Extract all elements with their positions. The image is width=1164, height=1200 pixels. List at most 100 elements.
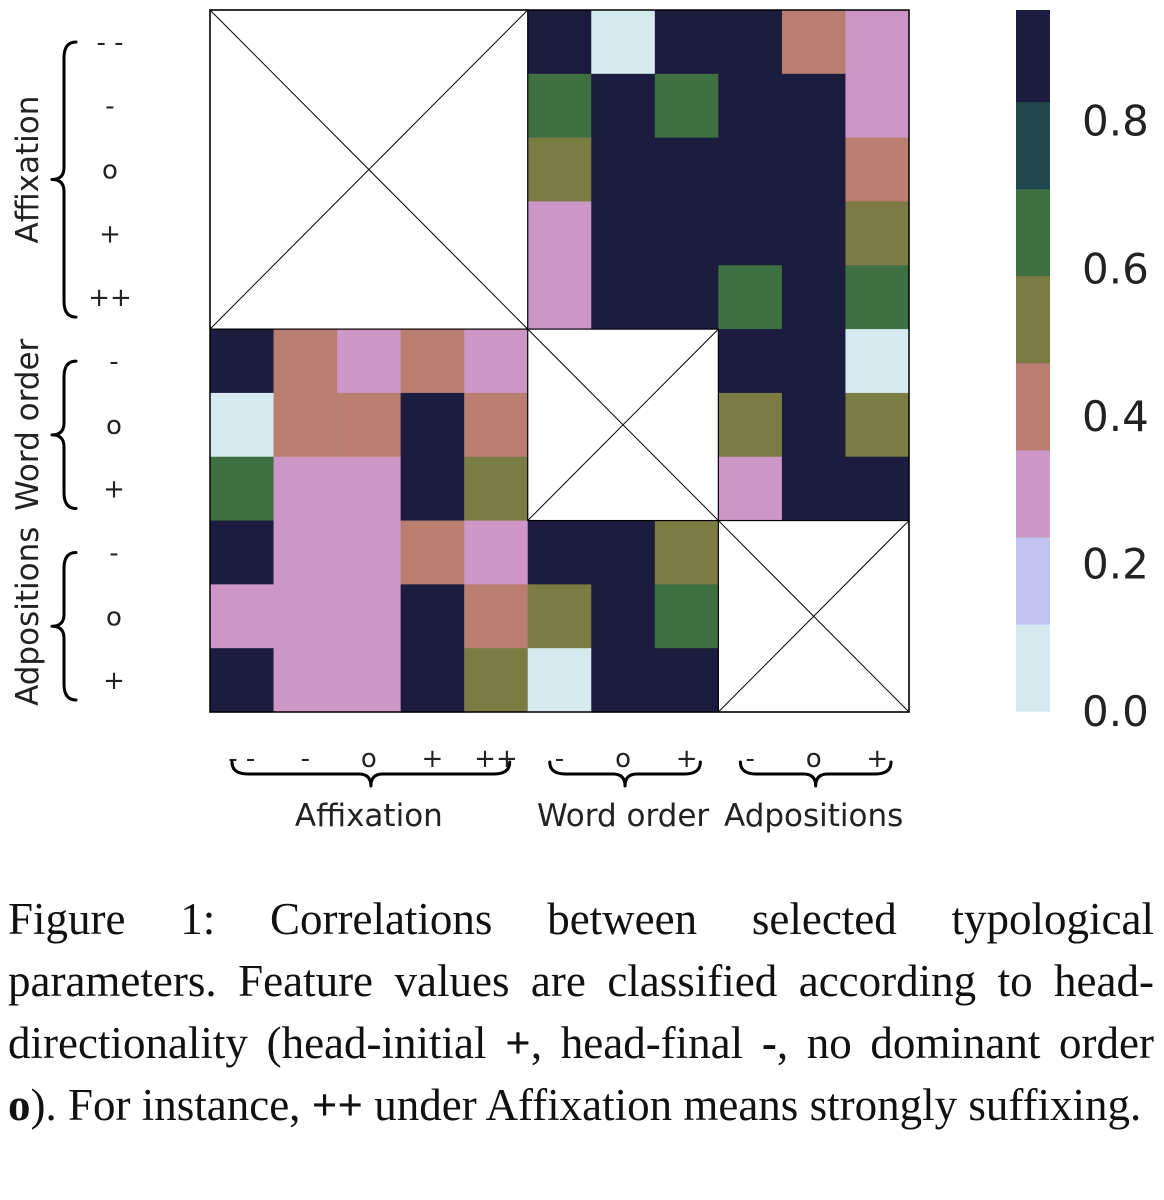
heatmap-cell xyxy=(337,584,402,649)
heatmap-cell xyxy=(273,329,338,394)
row-tick-label: + xyxy=(103,475,125,505)
heatmap-cell xyxy=(527,73,592,139)
row-tick-label: - - xyxy=(96,28,123,58)
caption-line-4c: ). For instance, xyxy=(30,1080,312,1130)
heatmap-cell xyxy=(400,520,465,585)
heatmap-cell xyxy=(210,456,275,522)
heatmap-cell xyxy=(210,392,275,458)
heatmap-cell xyxy=(845,201,910,266)
diagonal-empty-blocks xyxy=(209,9,910,713)
heatmap-cell xyxy=(845,73,910,139)
heatmap-cell xyxy=(273,584,338,649)
heatmap-cell xyxy=(718,456,783,522)
caption-line-4e: under Affixation xyxy=(362,1080,673,1130)
heatmap-cell xyxy=(781,329,847,394)
heatmap-cell xyxy=(591,265,656,330)
column-tick-label: + xyxy=(866,744,888,774)
heatmap-cells xyxy=(210,10,910,713)
row-group-label: Affixation xyxy=(10,96,46,244)
heatmap-cell xyxy=(464,456,529,522)
heatmap-cell xyxy=(781,73,847,139)
heatmap-cell xyxy=(718,137,783,203)
column-tick-label: - xyxy=(745,744,754,774)
caption-line-3a: to head-directionality (head-initial xyxy=(8,956,1154,1068)
heatmap-cell xyxy=(781,201,847,266)
column-tick-label: o xyxy=(361,744,377,774)
column-tick-label: ++ xyxy=(474,744,518,774)
heatmap-cell xyxy=(400,392,465,458)
column-tick-label: - xyxy=(301,744,310,774)
heatmap-cell xyxy=(273,392,338,458)
heatmap-cell xyxy=(654,520,719,585)
heatmap-cell xyxy=(845,10,910,75)
heatmap-cell xyxy=(845,456,910,522)
heatmap-cell xyxy=(718,265,783,330)
heatmap-cell xyxy=(781,10,847,75)
row-group-brace xyxy=(50,359,78,511)
column-tick-label: - xyxy=(555,744,564,774)
heatmap-cell xyxy=(718,10,783,75)
figure-caption: Figure 1: Correlations between selected … xyxy=(8,888,1154,1136)
heatmap-cell xyxy=(845,265,910,330)
row-group-braces xyxy=(50,40,78,702)
row-tick-labels: - --o+++-o+-o+ xyxy=(88,28,132,696)
heatmap-cell xyxy=(273,456,338,522)
colorbar-tick-labels: 0.0 0.2 0.4 0.6 0.8 xyxy=(1082,97,1149,736)
heatmap-cell xyxy=(718,201,783,266)
heatmap-cell xyxy=(654,137,719,203)
column-tick-label: o xyxy=(615,744,631,774)
heatmap-cell xyxy=(591,201,656,266)
heatmap-cell xyxy=(400,456,465,522)
caption-line-2: parameters. Feature values are classifie… xyxy=(8,956,977,1006)
caption-line-5: means strongly suffixing. xyxy=(683,1080,1142,1130)
colorbar-segment xyxy=(1016,623,1050,712)
heatmap-cell xyxy=(464,392,529,458)
row-tick-label: ++ xyxy=(88,283,132,313)
row-tick-label: + xyxy=(99,219,121,249)
row-tick-label: - xyxy=(109,538,118,568)
heatmap-cell xyxy=(210,648,275,713)
heatmap-cell xyxy=(591,520,656,585)
row-group-label: Word order xyxy=(10,338,46,510)
heatmap-frame xyxy=(209,9,910,713)
heatmap-cell xyxy=(654,584,719,649)
block-cross-line xyxy=(527,328,719,521)
row-tick-label: o xyxy=(106,411,122,441)
heatmap-cell xyxy=(845,392,910,458)
caption-o-symbol: o xyxy=(8,1080,31,1130)
heatmap-cell xyxy=(210,520,275,585)
heatmap-cell xyxy=(527,520,592,585)
heatmap-cell xyxy=(400,329,465,394)
heatmap-cell xyxy=(337,329,402,394)
caption-line-4a: dominant order xyxy=(870,1018,1154,1068)
block-cross-line xyxy=(718,520,910,713)
heatmap-cell xyxy=(527,265,592,330)
row-tick-label: + xyxy=(103,666,125,696)
heatmap-cell xyxy=(464,329,529,394)
heatmap-cell xyxy=(845,329,910,394)
column-group-brace xyxy=(548,760,702,788)
column-group-braces xyxy=(230,760,893,788)
colorbar-segment xyxy=(1016,362,1050,451)
row-group-brace xyxy=(50,551,78,702)
heatmap-cell xyxy=(527,201,592,266)
column-tick-label: + xyxy=(676,744,698,774)
row-tick-label: o xyxy=(106,602,122,632)
heatmap-cell xyxy=(273,648,338,713)
colorbar-tick-label: 0.6 xyxy=(1082,244,1149,293)
column-group-label: Adpositions xyxy=(724,798,903,834)
column-tick-label: o xyxy=(806,744,822,774)
column-tick-labels: - - - o + ++ - o + - o + xyxy=(228,744,888,774)
heatmap-cell xyxy=(591,584,656,649)
heatmap-cell xyxy=(527,584,592,649)
heatmap-cell xyxy=(464,520,529,585)
column-group-brace xyxy=(738,760,893,788)
column-group-label: Affixation xyxy=(295,798,443,834)
heatmap-cell xyxy=(527,648,592,713)
colorbar-segment xyxy=(1016,275,1050,364)
caption-line-1: Figure 1: Correlations between selected … xyxy=(8,894,1154,944)
heatmap-cell xyxy=(781,392,847,458)
colorbar-tick-label: 0.8 xyxy=(1082,97,1149,146)
heatmap-cell xyxy=(718,392,783,458)
heatmap-cell xyxy=(210,329,275,394)
